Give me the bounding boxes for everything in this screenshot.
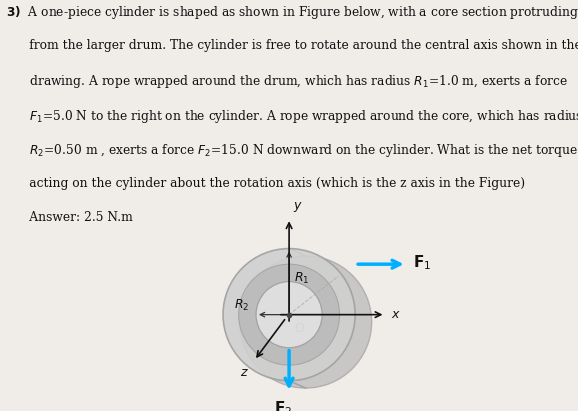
Text: $\mathbf{3)}$  A one-piece cylinder is shaped as shown in Figure below, with a c: $\mathbf{3)}$ A one-piece cylinder is sh…: [6, 4, 578, 21]
Text: $\mathbf{F}_1$: $\mathbf{F}_1$: [413, 253, 431, 272]
Text: $R_2$: $R_2$: [234, 298, 249, 313]
Text: from the larger drum. The cylinder is free to rotate around the central axis sho: from the larger drum. The cylinder is fr…: [6, 39, 578, 52]
Ellipse shape: [239, 256, 372, 388]
Text: acting on the cylinder about the rotation axis (which is the z axis in the Figur: acting on the cylinder about the rotatio…: [6, 177, 525, 190]
Text: Answer: 2.5 N.m: Answer: 2.5 N.m: [6, 211, 133, 224]
Ellipse shape: [239, 264, 339, 365]
Ellipse shape: [256, 282, 322, 348]
Text: drawing. A rope wrapped around the drum, which has radius $R_1$=1.0 m, exerts a : drawing. A rope wrapped around the drum,…: [6, 73, 568, 90]
Text: $R_1$: $R_1$: [294, 270, 309, 286]
Text: $\mathbf{F}_2$: $\mathbf{F}_2$: [275, 399, 292, 411]
Text: $R_2$=0.50 m , exerts a force $F_2$=15.0 N downward on the cylinder. What is the: $R_2$=0.50 m , exerts a force $F_2$=15.0…: [6, 142, 578, 159]
Text: $y$: $y$: [293, 200, 303, 214]
Text: $z$: $z$: [240, 366, 249, 379]
Ellipse shape: [223, 249, 355, 381]
Text: $O$: $O$: [294, 322, 305, 335]
Text: $x$: $x$: [391, 308, 401, 321]
Text: $F_1$=5.0 N to the right on the cylinder. A rope wrapped around the core, which : $F_1$=5.0 N to the right on the cylinder…: [6, 108, 578, 125]
